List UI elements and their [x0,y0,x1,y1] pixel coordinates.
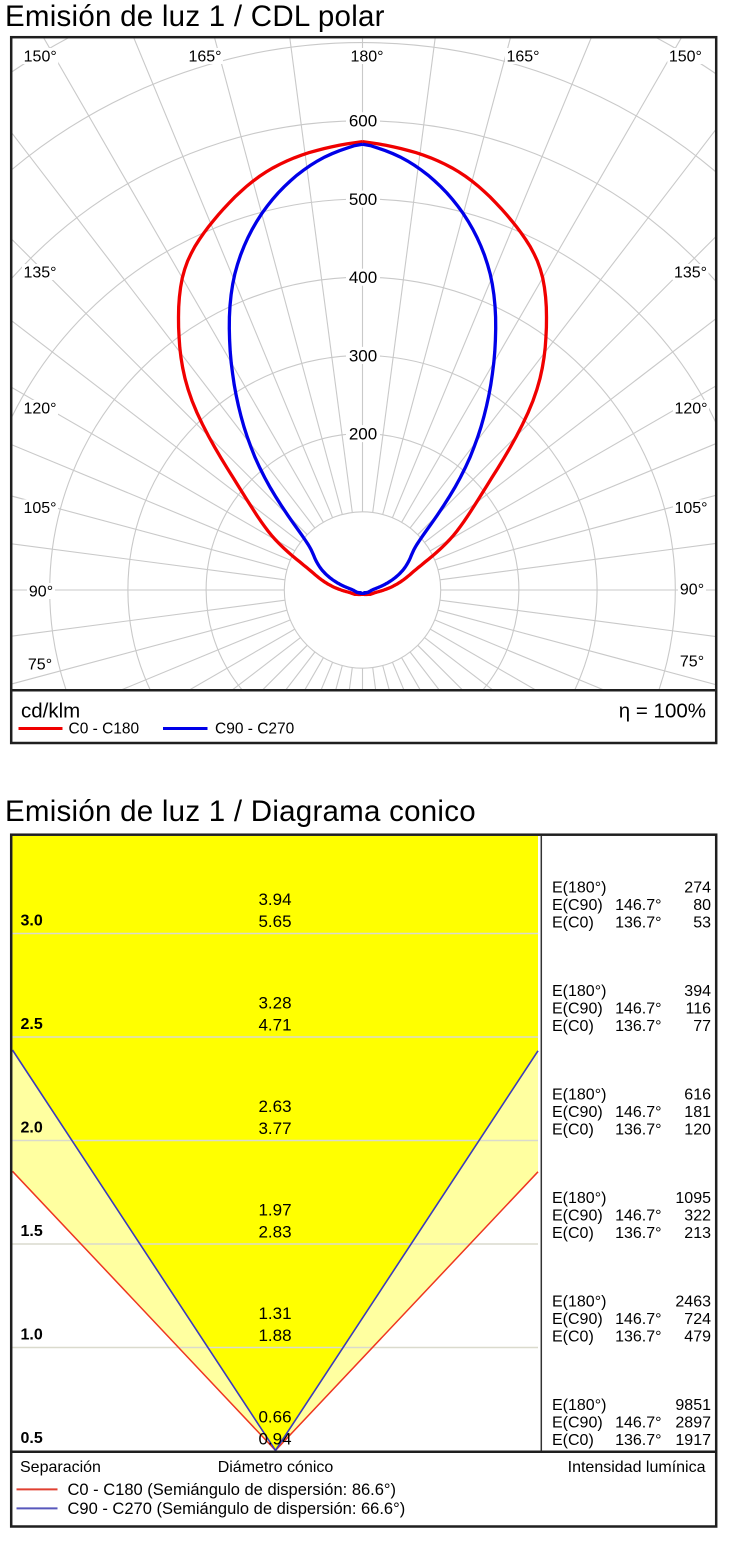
svg-text:322: 322 [684,1208,711,1225]
svg-text:C0 - C180 (Semiángulo de dispe: C0 - C180 (Semiángulo de dispersión: 86.… [68,1481,397,1499]
svg-text:116: 116 [685,1001,711,1018]
svg-text:E(180°): E(180°) [552,983,606,1000]
svg-text:1.97: 1.97 [258,1201,291,1220]
svg-text:E(180°): E(180°) [552,1294,606,1311]
svg-text:136.7°: 136.7° [615,1329,661,1346]
svg-text:150°: 150° [24,49,57,66]
svg-text:0.66: 0.66 [258,1408,291,1427]
svg-text:9851: 9851 [675,1397,711,1414]
svg-text:180°: 180° [350,49,383,66]
svg-text:53: 53 [693,915,711,932]
svg-text:E(C90): E(C90) [552,1311,603,1328]
svg-text:1095: 1095 [675,1190,711,1207]
svg-text:2.83: 2.83 [258,1223,291,1242]
svg-text:213: 213 [684,1225,711,1242]
svg-text:2.0: 2.0 [21,1120,43,1137]
svg-text:3.0: 3.0 [21,913,43,930]
svg-text:4.71: 4.71 [258,1016,291,1035]
svg-text:C90 - C270 (Semiángulo de disp: C90 - C270 (Semiángulo de dispersión: 66… [68,1500,406,1518]
svg-text:0.5: 0.5 [21,1430,43,1447]
svg-text:Emisión de luz 1 / Diagrama co: Emisión de luz 1 / Diagrama conico [5,795,476,828]
svg-text:E(180°): E(180°) [552,1397,606,1414]
svg-text:75°: 75° [28,657,52,674]
svg-text:E(C90): E(C90) [552,1415,603,1432]
svg-text:3.77: 3.77 [258,1119,291,1138]
svg-text:165°: 165° [188,49,221,66]
svg-text:120°: 120° [23,401,56,418]
svg-text:146.7°: 146.7° [615,1001,661,1018]
svg-text:2.63: 2.63 [258,1097,291,1116]
svg-text:3.94: 3.94 [258,890,291,909]
svg-text:E(180°): E(180°) [552,1087,606,1104]
svg-text:E(C90): E(C90) [552,897,603,914]
svg-text:146.7°: 146.7° [615,897,661,914]
svg-text:135°: 135° [23,265,56,282]
svg-text:5.65: 5.65 [258,912,291,931]
svg-text:181: 181 [684,1104,711,1121]
svg-text:136.7°: 136.7° [615,915,661,932]
svg-text:1.31: 1.31 [258,1304,291,1323]
svg-text:90°: 90° [29,584,53,601]
svg-text:90°: 90° [680,582,704,599]
svg-text:724: 724 [684,1311,711,1328]
svg-text:Emisión de luz 1 / CDL polar: Emisión de luz 1 / CDL polar [5,0,385,33]
svg-text:400: 400 [349,268,377,287]
svg-text:616: 616 [684,1087,711,1104]
svg-text:200: 200 [349,425,377,444]
svg-text:300: 300 [349,346,377,365]
svg-text:E(180°): E(180°) [552,1190,606,1207]
svg-text:136.7°: 136.7° [615,1225,661,1242]
svg-text:105°: 105° [674,500,707,517]
svg-text:146.7°: 146.7° [615,1104,661,1121]
svg-text:E(C0): E(C0) [552,1329,594,1346]
svg-text:2897: 2897 [675,1415,711,1432]
svg-text:146.7°: 146.7° [615,1311,661,1328]
svg-text:135°: 135° [674,265,707,282]
svg-text:600: 600 [349,112,377,131]
svg-text:1917: 1917 [675,1432,711,1449]
svg-text:η = 100%: η = 100% [619,700,706,723]
svg-text:394: 394 [684,983,711,1000]
svg-text:136.7°: 136.7° [615,1018,661,1035]
svg-text:E(C0): E(C0) [552,1432,594,1449]
svg-text:479: 479 [684,1329,711,1346]
svg-text:E(C0): E(C0) [552,1018,594,1035]
svg-text:1.88: 1.88 [258,1326,291,1345]
svg-text:146.7°: 146.7° [615,1208,661,1225]
svg-text:E(180°): E(180°) [552,880,606,897]
svg-text:146.7°: 146.7° [615,1415,661,1432]
svg-text:0.94: 0.94 [258,1430,291,1449]
svg-text:120: 120 [684,1122,711,1139]
svg-text:274: 274 [684,880,711,897]
svg-text:77: 77 [693,1018,711,1035]
svg-text:cd/klm: cd/klm [21,700,80,723]
svg-text:1.0: 1.0 [21,1327,43,1344]
svg-text:Intensidad lumínica: Intensidad lumínica [568,1459,706,1476]
svg-text:500: 500 [349,190,377,209]
svg-text:2463: 2463 [675,1294,711,1311]
svg-text:105°: 105° [23,500,56,517]
svg-text:E(C90): E(C90) [552,1208,603,1225]
svg-text:80: 80 [693,897,711,914]
svg-text:Diámetro cónico: Diámetro cónico [218,1459,334,1476]
svg-text:E(C0): E(C0) [552,915,594,932]
svg-text:E(C90): E(C90) [552,1001,603,1018]
svg-text:E(C0): E(C0) [552,1122,594,1139]
svg-text:3.28: 3.28 [258,994,291,1013]
svg-text:136.7°: 136.7° [615,1122,661,1139]
svg-text:C0 - C180: C0 - C180 [69,721,140,738]
svg-text:C90 - C270: C90 - C270 [215,721,295,738]
svg-text:120°: 120° [674,401,707,418]
svg-text:E(C0): E(C0) [552,1225,594,1242]
svg-text:1.5: 1.5 [21,1223,43,1240]
svg-text:165°: 165° [506,49,539,66]
svg-text:136.7°: 136.7° [615,1432,661,1449]
svg-text:E(C90): E(C90) [552,1104,603,1121]
svg-text:Separación: Separación [20,1459,101,1476]
svg-text:2.5: 2.5 [21,1016,43,1033]
svg-text:75°: 75° [680,654,704,671]
svg-text:150°: 150° [669,49,702,66]
